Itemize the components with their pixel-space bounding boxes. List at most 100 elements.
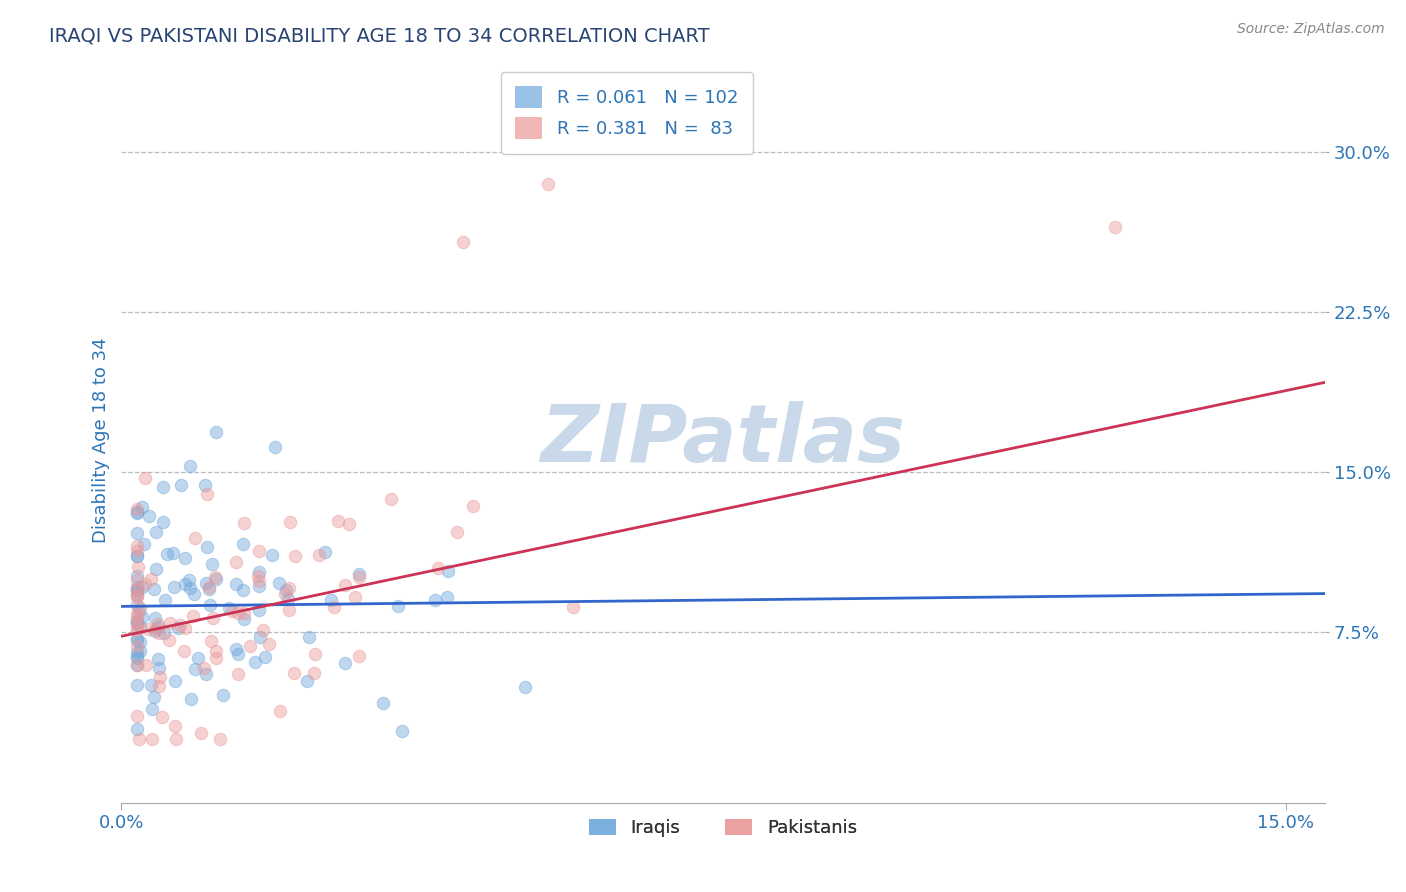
Point (129, 635, 152, 649)
Point (259, 637, 281, 651)
Point (152, 516, 174, 530)
Point (425, 593, 447, 607)
Point (344, 590, 367, 604)
Point (204, 570, 226, 584)
Point (436, 591, 458, 605)
Point (125, 506, 148, 520)
Point (131, 500, 153, 514)
Point (138, 509, 160, 524)
Point (125, 569, 148, 583)
Point (125, 624, 148, 639)
Point (125, 549, 148, 563)
Point (146, 616, 169, 631)
Point (125, 651, 148, 665)
Point (295, 674, 318, 689)
Point (195, 540, 218, 554)
Point (1104, 219, 1126, 234)
Point (232, 516, 254, 530)
Point (314, 545, 336, 559)
Point (205, 572, 228, 586)
Text: IRAQI VS PAKISTANI DISABILITY AGE 18 TO 34 CORRELATION CHART: IRAQI VS PAKISTANI DISABILITY AGE 18 TO … (49, 27, 710, 45)
Point (177, 573, 200, 587)
Point (174, 621, 197, 635)
Point (195, 575, 218, 590)
Point (139, 678, 162, 692)
Point (174, 550, 197, 565)
Point (125, 657, 148, 672)
Point (218, 600, 240, 615)
Point (463, 500, 485, 514)
Point (153, 593, 176, 607)
Point (125, 621, 148, 635)
Point (145, 561, 167, 575)
Point (165, 731, 187, 746)
Point (170, 477, 193, 491)
Point (225, 641, 247, 656)
Point (125, 609, 148, 624)
Point (146, 620, 169, 634)
Point (132, 537, 155, 551)
Point (143, 624, 166, 639)
Point (252, 623, 274, 637)
Point (225, 577, 247, 591)
Point (304, 647, 326, 661)
Point (209, 731, 232, 746)
Point (226, 647, 249, 661)
Point (146, 651, 169, 665)
Point (302, 665, 325, 680)
Point (308, 548, 330, 562)
Point (163, 580, 186, 594)
Point (183, 587, 205, 601)
Y-axis label: Disability Age 18 to 34: Disability Age 18 to 34 (93, 337, 110, 543)
Point (127, 632, 149, 647)
Point (138, 622, 160, 636)
Point (125, 607, 148, 621)
Point (141, 731, 163, 746)
Point (157, 632, 180, 647)
Point (128, 731, 150, 746)
Point (197, 582, 219, 597)
Point (179, 581, 201, 595)
Point (195, 666, 218, 681)
Text: Source: ZipAtlas.com: Source: ZipAtlas.com (1237, 22, 1385, 37)
Point (131, 609, 153, 624)
Point (125, 583, 148, 598)
Point (167, 621, 190, 635)
Point (125, 588, 148, 602)
Point (247, 544, 270, 558)
Point (125, 678, 148, 692)
Point (139, 572, 162, 586)
Point (159, 616, 181, 631)
Point (125, 645, 148, 659)
Point (142, 582, 165, 597)
Point (321, 593, 343, 607)
Point (226, 667, 249, 681)
Point (142, 690, 165, 704)
Point (298, 630, 321, 644)
Point (195, 487, 218, 501)
Point (277, 603, 299, 617)
Point (125, 588, 148, 602)
Point (162, 546, 184, 560)
Point (125, 549, 148, 563)
Point (148, 661, 170, 675)
Point (262, 548, 284, 562)
Point (125, 615, 148, 630)
Point (125, 539, 148, 553)
Point (165, 719, 187, 733)
Point (131, 580, 153, 594)
Point (125, 580, 148, 594)
Point (371, 697, 394, 711)
Text: ZIPatlas: ZIPatlas (540, 401, 905, 479)
Point (269, 704, 291, 718)
Point (184, 531, 207, 545)
Point (125, 614, 148, 628)
Point (562, 600, 585, 615)
Point (221, 604, 243, 618)
Point (323, 599, 346, 614)
Point (328, 514, 350, 528)
Point (247, 579, 270, 593)
Point (169, 617, 191, 632)
Point (204, 425, 226, 439)
Point (204, 651, 226, 665)
